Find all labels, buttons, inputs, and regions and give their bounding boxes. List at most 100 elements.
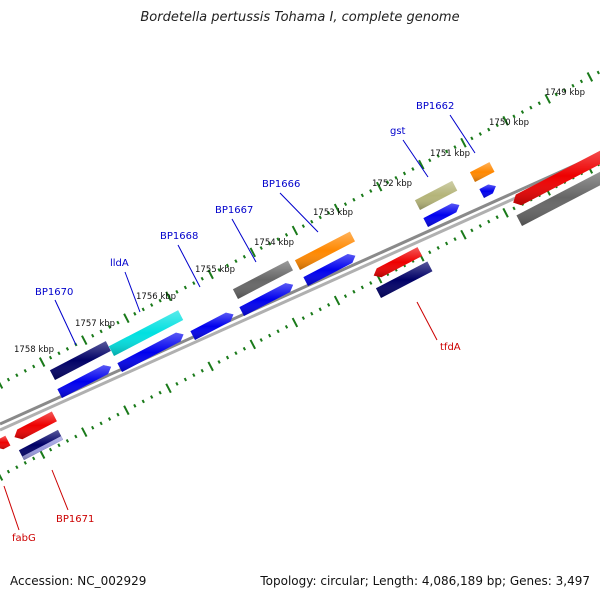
gene-shading (0, 435, 11, 450)
minor-tick (234, 351, 238, 356)
minor-tick (512, 206, 516, 211)
minor-tick (242, 346, 246, 351)
minor-tick (150, 303, 154, 307)
major-tick (207, 269, 214, 280)
gene-label: BP1666 (262, 179, 300, 190)
minor-tick (562, 88, 567, 92)
gene-label: gst (390, 126, 406, 137)
minor-tick (301, 316, 305, 320)
kbp-label: 1754 kbp (254, 238, 294, 248)
minor-tick (444, 149, 449, 154)
gene-shading (479, 184, 496, 198)
gene-label: BP1667 (215, 205, 253, 216)
gene-shading (108, 310, 184, 356)
minor-tick (116, 412, 120, 417)
major-tick (38, 357, 46, 367)
major-tick (502, 115, 509, 126)
minor-tick (411, 167, 415, 171)
minor-tick (360, 193, 364, 198)
minor-tick (579, 79, 584, 84)
minor-tick (65, 347, 70, 351)
minor-tick (470, 136, 474, 141)
kbp-label: 1756 kbp (136, 292, 176, 302)
minor-tick (512, 114, 516, 119)
major-tick (291, 317, 299, 328)
minor-tick (385, 180, 390, 185)
minor-tick (394, 175, 398, 180)
major-tick (123, 313, 130, 324)
minor-tick (217, 360, 221, 364)
kbp-label: 1753 kbp (313, 208, 353, 218)
gene-label: BP1670 (35, 287, 73, 298)
minor-tick (15, 465, 19, 470)
minor-tick (284, 324, 289, 329)
gene-shading (190, 312, 234, 340)
gene-shading (49, 341, 111, 380)
kbp-label: 1749 kbp (545, 88, 585, 98)
minor-tick (158, 390, 162, 395)
minor-tick (133, 403, 137, 408)
minor-tick (15, 373, 19, 378)
minor-tick (150, 395, 154, 399)
major-tick (0, 473, 4, 481)
major-tick (502, 207, 509, 218)
minor-tick (276, 237, 280, 242)
minor-tick (175, 382, 179, 386)
minor-tick (234, 259, 238, 264)
minor-tick (6, 377, 11, 382)
gene-shading (239, 283, 294, 316)
minor-tick (444, 241, 449, 246)
label-leader-line (177, 244, 201, 288)
minor-tick (487, 127, 491, 132)
gene-shading (22, 436, 64, 460)
minor-tick (520, 110, 525, 114)
label-leader-line (54, 299, 77, 346)
minor-tick (23, 368, 27, 373)
major-tick (291, 225, 299, 236)
minor-tick (571, 83, 575, 88)
major-tick (333, 203, 341, 214)
minor-tick (310, 311, 314, 316)
minor-tick (436, 246, 440, 250)
minor-tick (6, 469, 11, 474)
minor-tick (32, 456, 36, 461)
backbone-line (0, 152, 600, 426)
minor-tick (352, 197, 356, 202)
minor-tick (32, 364, 36, 369)
gene-shading (414, 180, 458, 210)
gene-shading (232, 260, 293, 299)
minor-tick (343, 294, 348, 299)
minor-tick (310, 219, 314, 224)
gene-shading (375, 261, 433, 298)
minor-tick (276, 329, 280, 334)
label-leader-line (231, 218, 257, 263)
gene-shading (423, 203, 460, 227)
minor-tick (200, 368, 204, 373)
label-leader-line (3, 485, 20, 531)
minor-tick (268, 333, 272, 338)
minor-tick (48, 355, 53, 360)
gene-shading (57, 365, 112, 398)
minor-tick (369, 189, 373, 193)
outer-tick-track (0, 70, 600, 389)
inner-tick-track (0, 162, 600, 481)
minor-tick (65, 439, 70, 443)
minor-tick (453, 237, 457, 242)
kbp-labels: 1749 kbp 1750 kbp 1751 kbp 1752 kbp 1753 kbp… (14, 88, 585, 355)
label-leader-line (416, 301, 438, 341)
minor-tick (74, 434, 78, 439)
minor-tick (183, 377, 188, 382)
major-tick (544, 93, 551, 104)
minor-tick (487, 219, 491, 224)
gene-shading (513, 150, 600, 206)
minor-tick (183, 285, 188, 290)
major-tick (460, 137, 467, 148)
minor-tick (318, 215, 322, 220)
kbp-label: 1751 kbp (430, 149, 470, 159)
minor-tick (318, 307, 322, 312)
minor-tick (529, 105, 533, 110)
minor-tick (301, 224, 305, 228)
gene-shading (469, 162, 495, 182)
minor-tick (23, 460, 27, 465)
